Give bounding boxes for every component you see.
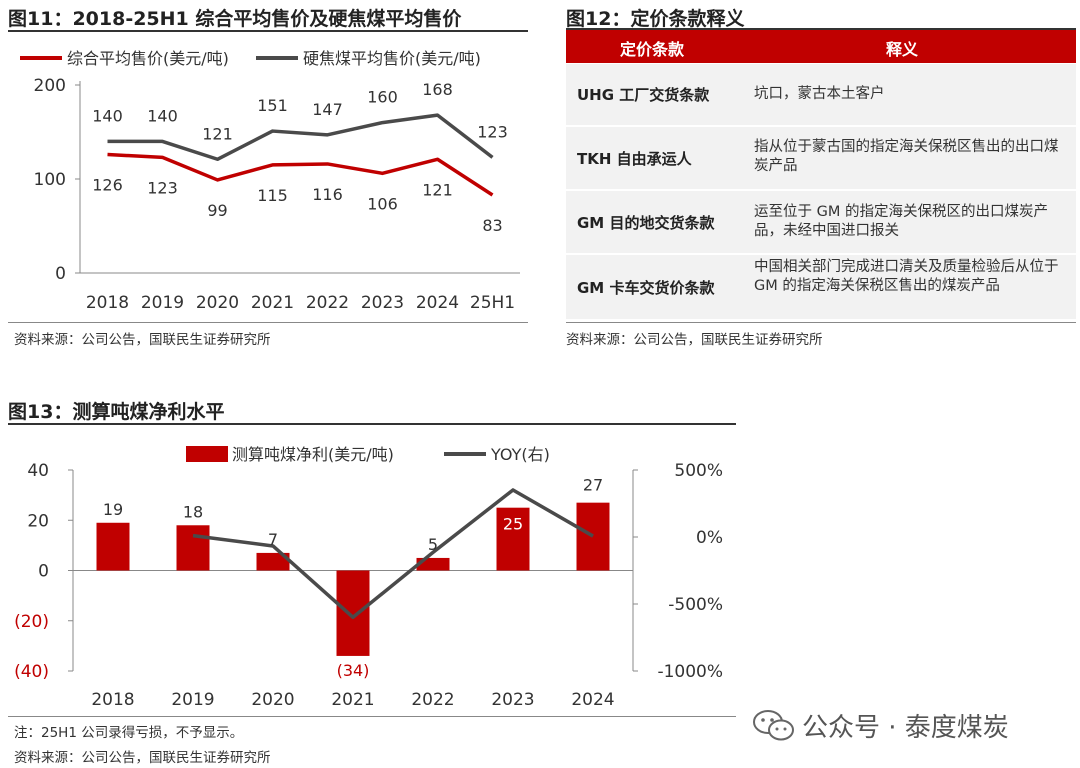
data-label: 121 xyxy=(422,180,453,199)
fig13-source: 资料来源：公司公告，国联民生证券研究所 xyxy=(14,750,271,766)
x-tick-label: 2024 xyxy=(571,690,614,710)
fig11-title-rule xyxy=(8,30,528,32)
data-label: 168 xyxy=(422,80,453,99)
table-header-term: 定价条款 xyxy=(620,40,685,59)
y-tick-label: 200 xyxy=(34,76,66,96)
table-row: TKH 自由承运人 指从位于蒙古国的指定海关保税区售出的出口煤炭产品 xyxy=(566,127,1076,189)
bar xyxy=(496,507,530,571)
y-tick-label: 0 xyxy=(38,562,49,582)
x-tick-label: 2018 xyxy=(91,690,134,710)
data-label: 99 xyxy=(207,201,227,220)
bar xyxy=(576,502,610,571)
table-header-desc: 释义 xyxy=(886,40,919,59)
table-cell-term: GM 卡车交货价条款 xyxy=(577,279,715,297)
series-line-1 xyxy=(107,113,494,162)
table-row: UHG 工厂交货条款 坑口，蒙古本土客户 xyxy=(566,64,1076,125)
data-label: 151 xyxy=(257,96,288,115)
legend-label: 综合平均售价(美元/吨) xyxy=(67,49,229,68)
data-label: 140 xyxy=(92,106,123,125)
table-row: GM 卡车交货价条款 中国相关部门完成进口清关及质量检验后从位于 GM 的指定海… xyxy=(566,255,1076,319)
data-label: 18 xyxy=(183,502,203,521)
data-label: 123 xyxy=(147,178,178,197)
fig11-chart: 综合平均售价(美元/吨) 硬焦煤平均售价(美元/吨) 0 100 200 2018 201… xyxy=(20,49,520,313)
fig13-title-rule xyxy=(8,423,736,425)
data-label: 7 xyxy=(268,530,278,549)
table-cell-desc: 指从位于蒙古国的指定海关保税区售出的出口煤炭产品 xyxy=(754,139,1059,174)
legend-label: 测算吨煤净利(美元/吨) xyxy=(232,445,394,464)
x-tick-label: 2019 xyxy=(171,690,214,710)
data-label: 5 xyxy=(428,535,438,554)
y2-tick-label: 0% xyxy=(696,528,723,548)
fig13-bottom-rule xyxy=(8,716,736,717)
y-tick-label: 100 xyxy=(34,170,66,190)
legend-label: YOY(右) xyxy=(490,445,550,464)
data-label: 19 xyxy=(103,500,123,519)
fig12-title: 图12：定价条款释义 xyxy=(566,8,745,30)
data-label: 116 xyxy=(312,185,343,204)
fig12-bottom-rule xyxy=(566,322,1076,323)
fig13-note: 注：25H1 公司录得亏损，不予显示。 xyxy=(14,725,244,741)
series-line-0 xyxy=(107,152,494,197)
table-header: 定价条款 释义 xyxy=(566,30,1076,63)
fig13-title: 图13：测算吨煤净利水平 xyxy=(8,401,225,423)
table-cell-desc: 运至位于 GM 的指定海关保税区的出口煤炭产品，未经中国进口报关 xyxy=(754,204,1048,239)
fig11-title: 图11：2018-25H1 综合平均售价及硬焦煤平均售价 xyxy=(8,8,462,30)
data-label: 123 xyxy=(477,122,508,141)
wechat-icon xyxy=(753,710,794,741)
data-label: 147 xyxy=(312,100,343,119)
data-label: 83 xyxy=(482,216,502,235)
table-cell-desc: 中国相关部门完成进口清关及质量检验后从位于 GM 的指定海关保税区售出的煤炭产品 xyxy=(754,259,1059,294)
bar xyxy=(256,552,290,571)
fig13-chart: 测算吨煤净利(美元/吨) YOY(右) (40) (20) 0 20 40 -1000% -5… xyxy=(14,445,723,710)
data-label: 121 xyxy=(202,124,233,143)
y2-tick-label: 500% xyxy=(674,461,723,481)
table-cell-term: TKH 自由承运人 xyxy=(577,150,692,168)
table-cell-desc: 坑口，蒙古本土客户 xyxy=(754,86,885,102)
data-label: 27 xyxy=(583,476,603,495)
x-tick-label: 2020 xyxy=(196,293,239,313)
y-tick-label: (40) xyxy=(14,662,49,682)
table-cell-term: UHG 工厂交货条款 xyxy=(577,86,710,104)
table-cell-term: GM 目的地交货条款 xyxy=(577,214,715,232)
bar xyxy=(96,522,130,571)
bar xyxy=(176,525,210,571)
bar xyxy=(336,570,370,656)
x-tick-label: 2022 xyxy=(411,690,454,710)
yoy-line xyxy=(192,488,594,620)
data-label: 160 xyxy=(367,88,398,107)
watermark-text: 公众号 · 泰度煤炭 xyxy=(802,713,1009,743)
data-label: 25 xyxy=(503,515,523,534)
x-tick-label: 2021 xyxy=(251,293,294,313)
y-tick-label: 20 xyxy=(27,511,49,531)
y-tick-label: 40 xyxy=(27,461,49,481)
watermark: 公众号 · 泰度煤炭 xyxy=(752,702,1072,746)
data-label: 140 xyxy=(147,106,178,125)
y-tick-label: (20) xyxy=(14,612,49,632)
x-tick-label: 2024 xyxy=(416,293,459,313)
x-tick-label: 25H1 xyxy=(470,293,515,313)
fig12-title-rule xyxy=(566,28,1076,30)
y2-tick-label: -1000% xyxy=(657,662,723,682)
x-tick-label: 2018 xyxy=(86,293,129,313)
fig11-source: 资料来源：公司公告，国联民生证券研究所 xyxy=(14,332,271,348)
x-tick-label: 2022 xyxy=(306,293,349,313)
legend-label: 硬焦煤平均售价(美元/吨) xyxy=(303,49,481,68)
x-tick-label: 2019 xyxy=(141,293,184,313)
legend-swatch xyxy=(186,446,228,462)
fig11-bottom-rule xyxy=(8,322,528,323)
y-tick-label: 0 xyxy=(55,264,66,284)
x-tick-label: 2023 xyxy=(361,293,404,313)
data-label: 106 xyxy=(367,194,398,213)
x-tick-label: 2020 xyxy=(251,690,294,710)
data-label: 115 xyxy=(257,186,288,205)
table-row: GM 目的地交货条款 运至位于 GM 的指定海关保税区的出口煤炭产品，未经中国进… xyxy=(566,191,1076,253)
y2-tick-label: -500% xyxy=(668,595,723,615)
data-label: (34) xyxy=(337,661,370,680)
fig12-source: 资料来源：公司公告，国联民生证券研究所 xyxy=(566,332,823,348)
x-tick-label: 2021 xyxy=(331,690,374,710)
x-tick-label: 2023 xyxy=(491,690,534,710)
data-label: 126 xyxy=(92,176,123,195)
